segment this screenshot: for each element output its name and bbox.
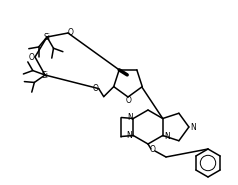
Text: O: O (68, 28, 74, 36)
Text: O: O (150, 145, 156, 154)
Text: O: O (93, 84, 99, 93)
Text: Si: Si (41, 70, 49, 80)
Text: N: N (190, 122, 196, 132)
Text: N: N (127, 113, 133, 122)
Text: O: O (29, 53, 35, 61)
Text: Si: Si (44, 33, 50, 41)
Text: N: N (164, 132, 170, 141)
Text: N: N (126, 131, 132, 140)
Text: O: O (126, 95, 132, 105)
